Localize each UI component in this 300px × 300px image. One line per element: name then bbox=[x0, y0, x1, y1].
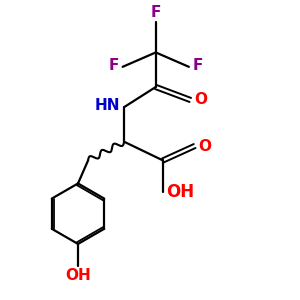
Text: O: O bbox=[194, 92, 207, 107]
Text: OH: OH bbox=[167, 183, 194, 201]
Text: F: F bbox=[109, 58, 119, 73]
Text: OH: OH bbox=[65, 268, 91, 283]
Text: HN: HN bbox=[95, 98, 121, 113]
Text: F: F bbox=[192, 58, 203, 73]
Text: F: F bbox=[151, 5, 161, 20]
Text: O: O bbox=[198, 139, 211, 154]
